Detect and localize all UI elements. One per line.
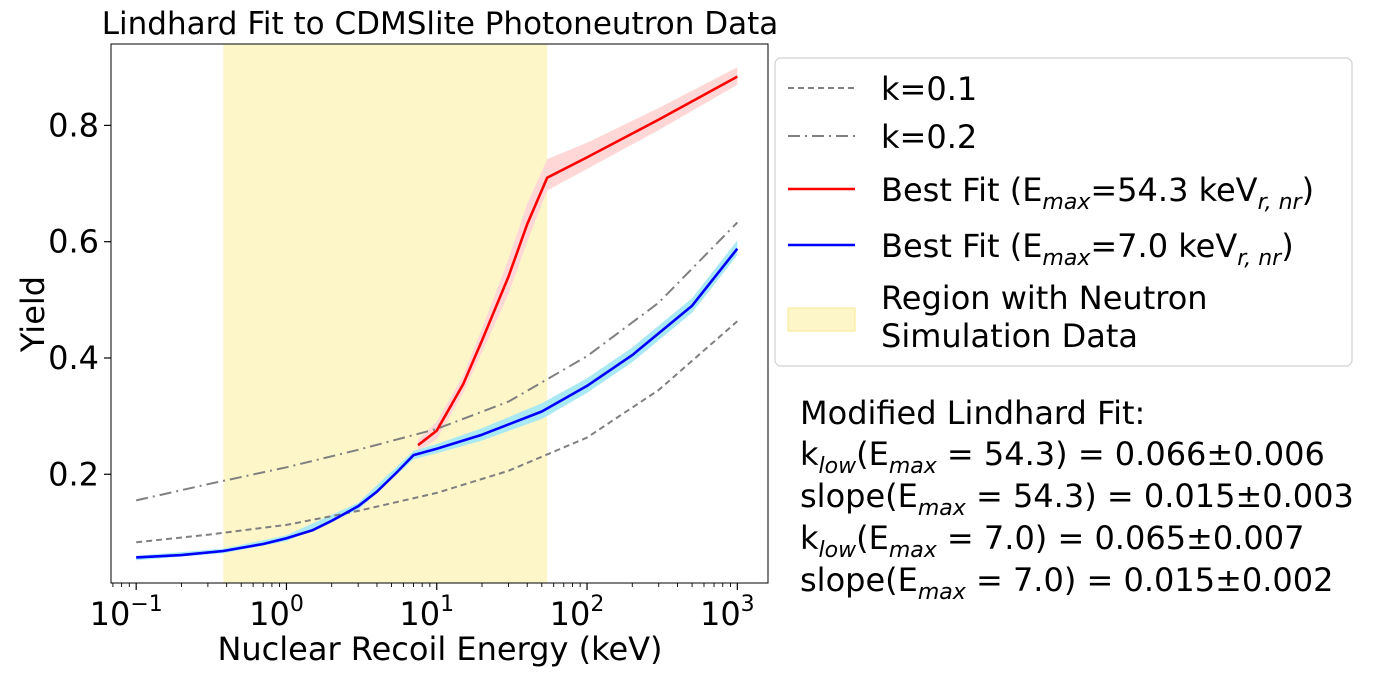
param-subscript: low [819, 454, 858, 479]
series-line-best7 [136, 247, 739, 559]
y-tick-label: 0.4 [48, 339, 99, 377]
x-tick-base: 10 [249, 595, 290, 633]
legend-label-region-line1: Region with Neutron [881, 279, 1208, 317]
x-tick-exponent: 0 [290, 592, 304, 617]
emax-value: 54.3 [1013, 477, 1084, 515]
x-tick-exponent: −1 [130, 592, 162, 617]
equals-sign: = [937, 519, 984, 557]
paren-open: ( [885, 477, 897, 515]
x-tick-base: 10 [700, 595, 741, 633]
e-label: E [898, 477, 918, 515]
legend-label-best54: Best Fit (Emax=54.3 keVr, nr) [881, 171, 1314, 215]
x-tick-base: 10 [90, 595, 131, 633]
e-label: E [869, 435, 889, 473]
equals-sign: = [966, 477, 1013, 515]
legend-label-region-line2: Simulation Data [881, 317, 1138, 355]
legend-text-post: ) [1281, 227, 1293, 265]
series-line-best54 [417, 75, 738, 447]
fit-value: = 0.015±0.003 [1107, 477, 1354, 515]
series-line-k01 [136, 320, 738, 544]
fit-annotation: Modified Lindhard Fit:klow(Emax = 54.3) … [800, 394, 1354, 605]
emax-value: 7.0 [1013, 561, 1064, 599]
paren-close: ) [1035, 519, 1058, 557]
chart-title: Lindhard Fit to CDMSlite Photoneutron Da… [102, 6, 779, 42]
legend-swatch-region [787, 307, 856, 332]
x-tick-label: 100 [249, 592, 304, 633]
legend-text: k=0.2 [881, 118, 977, 156]
legend-text-pre: Best Fit (E [881, 171, 1042, 209]
legend-label-k01: k=0.1 [881, 70, 977, 108]
e-subscript: max [889, 454, 938, 479]
legend-text-post: ) [1302, 171, 1314, 209]
annotation-line: klow(Emax = 7.0) = 0.065±0.007 [800, 519, 1304, 563]
legend-subscript-max: max [1042, 246, 1091, 271]
paren-close: ) [1064, 561, 1087, 599]
uncertainty-band-best54 [418, 67, 738, 452]
fit-value: = 0.015±0.002 [1086, 561, 1333, 599]
annotation-line: klow(Emax = 54.3) = 0.066±0.006 [800, 435, 1325, 479]
legend-label-k02: k=0.2 [881, 118, 977, 156]
x-tick-label: 10−1 [90, 592, 163, 633]
x-tick-exponent: 3 [741, 592, 755, 617]
e-subscript: max [918, 496, 967, 521]
paren-close: ) [1084, 477, 1107, 515]
legend-subscript-max: max [1042, 190, 1091, 215]
paren-open: ( [856, 435, 868, 473]
legend-subscript-unit: r, nr [1237, 246, 1283, 271]
annotation-heading: Modified Lindhard Fit: [800, 394, 1145, 432]
x-tick-label: 101 [399, 592, 454, 633]
emax-value: 7.0 [984, 519, 1035, 557]
x-tick-label: 102 [550, 592, 605, 633]
paren-close: ) [1055, 435, 1078, 473]
y-tick-label: 0.2 [48, 455, 99, 493]
annotation-line: slope(Emax = 54.3) = 0.015±0.003 [800, 477, 1354, 521]
legend-text-mid: =54.3 keV [1090, 171, 1257, 209]
fit-value: = 0.066±0.006 [1078, 435, 1325, 473]
e-label: E [869, 519, 889, 557]
legend-label-best7: Best Fit (Emax=7.0 keVr, nr) [881, 227, 1294, 271]
x-tick-base: 10 [550, 595, 591, 633]
x-tick-exponent: 2 [590, 592, 604, 617]
plot-area [135, 44, 739, 583]
equals-sign: = [937, 435, 984, 473]
x-tick-label: 103 [700, 592, 755, 633]
legend-box [774, 57, 1353, 367]
e-subscript: max [889, 538, 938, 563]
equals-sign: = [966, 561, 1013, 599]
fit-value: = 0.065±0.007 [1057, 519, 1304, 557]
emax-value: 54.3 [984, 435, 1055, 473]
series-line-k02 [135, 221, 739, 502]
x-axis-label: Nuclear Recoil Energy (keV) [217, 630, 662, 668]
e-subscript: max [918, 580, 967, 605]
legend-subscript-unit: r, nr [1258, 190, 1304, 215]
y-tick-label: 0.6 [48, 223, 99, 261]
legend-text-pre: Best Fit (E [881, 227, 1042, 265]
param-name: k [800, 519, 819, 557]
param-subscript: low [819, 538, 858, 563]
x-tick-exponent: 1 [440, 592, 454, 617]
param-name: slope [800, 561, 885, 599]
legend-text-mid: =7.0 keV [1090, 227, 1237, 265]
param-name: slope [800, 477, 885, 515]
y-tick-label: 0.8 [48, 106, 99, 144]
annotation-line: slope(Emax = 7.0) = 0.015±0.002 [800, 561, 1334, 605]
e-label: E [898, 561, 918, 599]
y-axis-label: Yield [14, 276, 52, 353]
x-tick-base: 10 [399, 595, 440, 633]
paren-open: ( [856, 519, 868, 557]
param-name: k [800, 435, 819, 473]
plot-frame [110, 43, 769, 584]
paren-open: ( [885, 561, 897, 599]
legend-text: k=0.1 [881, 70, 977, 108]
